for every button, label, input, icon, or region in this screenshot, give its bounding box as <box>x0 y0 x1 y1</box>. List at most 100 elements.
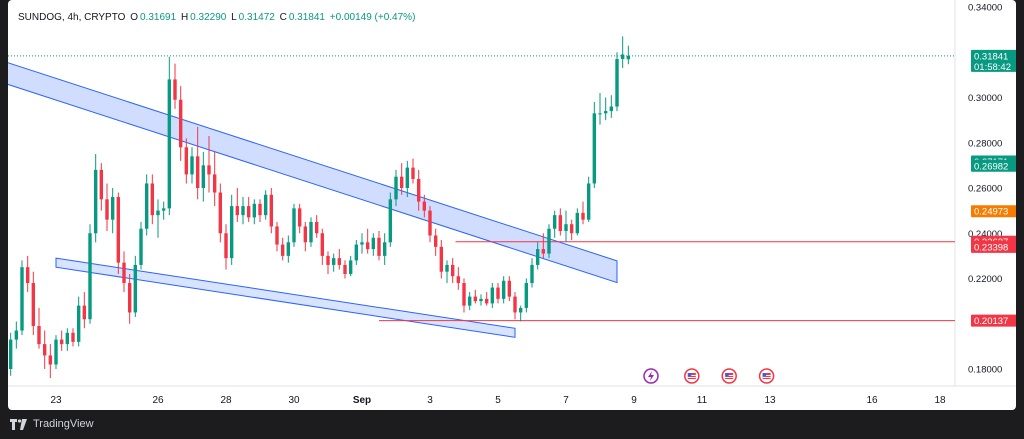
candle-body[interactable] <box>190 156 194 175</box>
candle-body[interactable] <box>280 244 285 256</box>
candle-body[interactable] <box>479 298 483 302</box>
candle-body[interactable] <box>484 298 489 304</box>
candle-body[interactable] <box>122 262 126 284</box>
candle-body[interactable] <box>490 287 495 304</box>
candle-body[interactable] <box>275 226 279 245</box>
candle-body[interactable] <box>65 332 70 345</box>
candle-body[interactable] <box>105 199 109 220</box>
candle-body[interactable] <box>598 113 602 115</box>
candle-body[interactable] <box>212 174 217 193</box>
candle-body[interactable] <box>535 249 540 265</box>
candle-body[interactable] <box>82 305 87 320</box>
candle-body[interactable] <box>252 203 257 218</box>
candle-body[interactable] <box>320 233 325 256</box>
candle-body[interactable] <box>541 249 546 254</box>
candle-body[interactable] <box>507 280 512 297</box>
candle-body[interactable] <box>37 326 41 345</box>
candle-body[interactable] <box>496 287 500 299</box>
candle-body[interactable] <box>8 339 13 369</box>
candle-body[interactable] <box>348 260 353 274</box>
candle-body[interactable] <box>501 280 506 299</box>
candle-body[interactable] <box>365 242 370 250</box>
candle-body[interactable] <box>201 165 206 188</box>
candle-body[interactable] <box>326 255 330 265</box>
candle-body[interactable] <box>586 183 591 220</box>
candle-body[interactable] <box>25 267 30 284</box>
candle-body[interactable] <box>428 210 432 236</box>
candle-body[interactable] <box>564 224 568 231</box>
candle-body[interactable] <box>603 111 608 114</box>
candle-body[interactable] <box>42 344 47 356</box>
candle-body[interactable] <box>167 79 172 209</box>
candle-body[interactable] <box>371 237 376 250</box>
candle-body[interactable] <box>411 167 415 179</box>
candle-body[interactable] <box>48 355 53 365</box>
candle-body[interactable] <box>218 192 223 234</box>
candle-body[interactable] <box>382 242 387 256</box>
candle-body[interactable] <box>88 233 92 320</box>
candle-body[interactable] <box>224 233 228 259</box>
candle-body[interactable] <box>331 258 336 265</box>
candle-body[interactable] <box>127 283 132 313</box>
candle-body[interactable] <box>343 264 347 274</box>
candle-body[interactable] <box>354 244 359 261</box>
candle-body[interactable] <box>569 224 574 234</box>
candle-body[interactable] <box>433 235 438 247</box>
candle-body[interactable] <box>524 283 529 308</box>
candle-body[interactable] <box>99 169 104 200</box>
candle-body[interactable] <box>161 208 166 211</box>
candle-body[interactable] <box>263 194 268 216</box>
candle-body[interactable] <box>377 237 381 256</box>
tradingview-logo[interactable]: TradingView <box>10 418 94 430</box>
candle-body[interactable] <box>530 264 534 284</box>
candle-body[interactable] <box>473 296 478 302</box>
candle-body[interactable] <box>416 178 421 202</box>
candle-body[interactable] <box>337 258 342 265</box>
candle-body[interactable] <box>450 264 455 277</box>
candle-body[interactable] <box>297 208 302 227</box>
candle-body[interactable] <box>184 147 189 175</box>
candle-body[interactable] <box>195 156 200 188</box>
candle-body[interactable] <box>303 226 308 243</box>
candle-body[interactable] <box>620 54 625 60</box>
candle-body[interactable] <box>144 183 149 229</box>
candle-body[interactable] <box>592 113 597 184</box>
candle-body[interactable] <box>246 206 251 218</box>
chart-panel[interactable]: 0.34000 0.30000 0.28000 0.26000 0.24000 0.220… <box>8 0 1016 410</box>
candle-body[interactable] <box>258 203 262 216</box>
candle-body[interactable] <box>110 197 115 220</box>
candle-body[interactable] <box>241 206 245 216</box>
candle-body[interactable] <box>552 215 557 229</box>
candle-body[interactable] <box>133 264 138 313</box>
candle-body[interactable] <box>309 221 313 243</box>
candle-body[interactable] <box>235 206 240 216</box>
candle-body[interactable] <box>156 210 160 216</box>
candle-body[interactable] <box>314 221 319 234</box>
candle-body[interactable] <box>139 228 143 265</box>
candle-body[interactable] <box>14 330 19 340</box>
candle-body[interactable] <box>269 194 274 227</box>
candle-body[interactable] <box>575 212 580 234</box>
candle-body[interactable] <box>513 296 517 313</box>
candle-body[interactable] <box>93 169 98 234</box>
candle-body[interactable] <box>445 264 449 272</box>
candle-body[interactable] <box>558 215 563 231</box>
candle-body[interactable] <box>405 167 410 188</box>
candle-body[interactable] <box>71 332 75 342</box>
candle-body[interactable] <box>116 197 121 263</box>
candle-body[interactable] <box>31 283 36 327</box>
candle-body[interactable] <box>229 206 234 259</box>
channel-upper-band[interactable] <box>8 62 618 284</box>
candle-body[interactable] <box>547 228 551 254</box>
candle-body[interactable] <box>286 242 291 256</box>
candle-body[interactable] <box>76 305 81 342</box>
candle-body[interactable] <box>360 242 364 245</box>
candle-body[interactable] <box>581 212 585 220</box>
candle-body[interactable] <box>178 99 183 148</box>
candle-body[interactable] <box>54 339 58 365</box>
candle-body[interactable] <box>609 106 614 112</box>
candle-body[interactable] <box>422 201 427 211</box>
channel-lower-band[interactable] <box>55 257 516 338</box>
price-chart[interactable]: 0.34000 0.30000 0.28000 0.26000 0.24000 0.220… <box>8 0 1016 410</box>
candle-body[interactable] <box>59 339 64 345</box>
